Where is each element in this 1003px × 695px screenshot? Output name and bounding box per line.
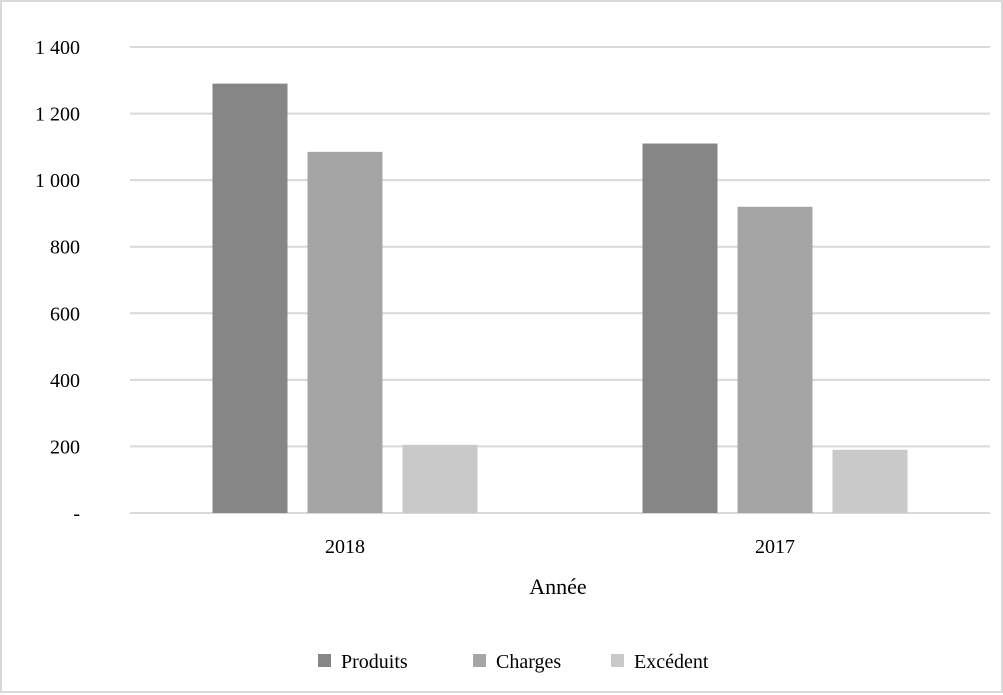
legend: Produits Charges Excédent [318, 651, 709, 673]
legend-swatch-produits [318, 654, 331, 667]
bar-excédent-2018 [402, 444, 478, 513]
y-tick-label: 1 400 [35, 37, 80, 59]
x-axis-title: Année [529, 574, 586, 599]
y-tick-label: 800 [50, 237, 80, 259]
legend-swatch-excédent [611, 654, 624, 667]
bar-produits-2018 [212, 83, 288, 513]
x-axis-categories: 2018 2017 [325, 536, 795, 558]
y-tick-label: 1 000 [35, 170, 80, 192]
y-axis-ticks: - 200 400 600 800 1 000 1 200 1 400 [35, 37, 80, 525]
bar-charges-2018 [307, 151, 383, 513]
y-tick-label: 200 [50, 436, 80, 458]
legend-label: Produits [341, 651, 408, 673]
bars [212, 83, 908, 513]
bar-excédent-2017 [832, 449, 908, 513]
legend-label: Charges [496, 651, 561, 673]
legend-label: Excédent [634, 651, 709, 673]
legend-swatch-charges [473, 654, 486, 667]
bar-produits-2017 [642, 143, 718, 513]
y-tick-label: 600 [50, 303, 80, 325]
y-tick-label: 400 [50, 370, 80, 392]
bar-charges-2017 [737, 206, 813, 513]
x-category-label: 2018 [325, 536, 365, 558]
y-tick-label: 1 200 [35, 104, 80, 126]
x-category-label: 2017 [755, 536, 795, 558]
y-tick-label: - [73, 503, 80, 525]
